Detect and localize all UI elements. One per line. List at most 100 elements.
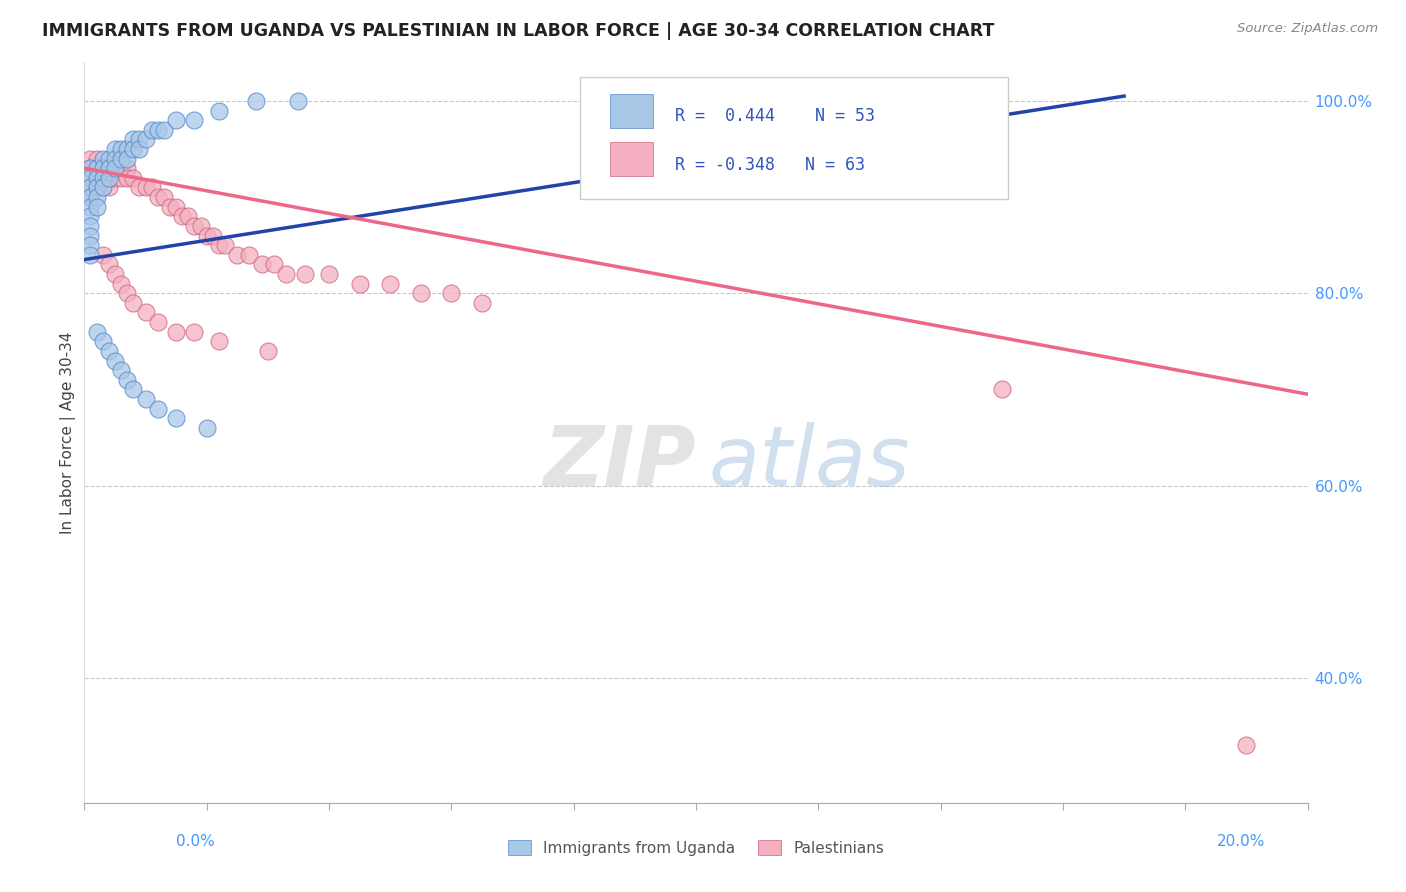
- Point: [165, 113, 187, 128]
- Text: ZIP: ZIP: [543, 422, 696, 503]
- Point: [122, 382, 145, 396]
- Bar: [610, 94, 654, 128]
- Point: [115, 170, 138, 185]
- Bar: [610, 142, 654, 176]
- Point: [115, 142, 138, 156]
- Point: [201, 228, 224, 243]
- Text: 0.0%: 0.0%: [176, 834, 215, 849]
- Point: [91, 248, 114, 262]
- Point: [135, 392, 157, 406]
- Point: [250, 257, 273, 271]
- Point: [177, 209, 200, 223]
- Point: [146, 315, 169, 329]
- Point: [91, 334, 114, 349]
- Point: [97, 152, 120, 166]
- Point: [86, 161, 108, 176]
- Point: [318, 267, 340, 281]
- Point: [141, 180, 163, 194]
- Point: [165, 200, 187, 214]
- Point: [146, 190, 169, 204]
- Point: [208, 103, 231, 118]
- Point: [104, 161, 127, 176]
- Point: [294, 267, 316, 281]
- Point: [104, 353, 127, 368]
- Point: [86, 170, 108, 185]
- Point: [380, 277, 402, 291]
- Point: [183, 113, 205, 128]
- Point: [440, 286, 463, 301]
- Point: [1236, 738, 1258, 752]
- Point: [110, 277, 132, 291]
- Point: [135, 180, 157, 194]
- Point: [79, 209, 101, 223]
- Point: [159, 200, 181, 214]
- Point: [122, 295, 145, 310]
- Point: [110, 363, 132, 377]
- Point: [86, 200, 108, 214]
- Point: [349, 277, 371, 291]
- Point: [91, 170, 114, 185]
- Point: [79, 238, 101, 252]
- Point: [79, 200, 101, 214]
- Point: [104, 267, 127, 281]
- Point: [115, 373, 138, 387]
- Point: [86, 152, 108, 166]
- Point: [208, 238, 231, 252]
- Point: [135, 132, 157, 146]
- Point: [97, 170, 120, 185]
- Point: [104, 142, 127, 156]
- Point: [195, 421, 218, 435]
- Point: [195, 228, 218, 243]
- Point: [276, 267, 298, 281]
- Point: [471, 295, 494, 310]
- Point: [115, 286, 138, 301]
- Point: [110, 142, 132, 156]
- Point: [122, 132, 145, 146]
- Point: [263, 257, 285, 271]
- Point: [141, 122, 163, 136]
- Point: [86, 325, 108, 339]
- Point: [146, 122, 169, 136]
- Point: [91, 161, 114, 176]
- Point: [183, 219, 205, 233]
- Point: [115, 161, 138, 176]
- Point: [287, 94, 309, 108]
- Point: [146, 401, 169, 416]
- Point: [110, 170, 132, 185]
- Point: [153, 122, 176, 136]
- Point: [86, 180, 108, 194]
- Point: [97, 170, 120, 185]
- Point: [165, 411, 187, 425]
- Point: [79, 170, 101, 185]
- FancyBboxPatch shape: [579, 78, 1008, 200]
- Point: [245, 94, 267, 108]
- Point: [86, 170, 108, 185]
- Point: [183, 325, 205, 339]
- Point: [104, 170, 127, 185]
- Point: [79, 180, 101, 194]
- Point: [97, 257, 120, 271]
- Point: [79, 219, 101, 233]
- Point: [79, 180, 101, 194]
- Point: [79, 248, 101, 262]
- Point: [128, 142, 150, 156]
- Point: [97, 343, 120, 358]
- Text: R =  0.444    N = 53: R = 0.444 N = 53: [675, 108, 875, 126]
- Point: [165, 325, 187, 339]
- Point: [79, 161, 101, 176]
- Point: [91, 152, 114, 166]
- Point: [110, 161, 132, 176]
- Point: [135, 305, 157, 319]
- Point: [122, 142, 145, 156]
- Point: [238, 248, 260, 262]
- Point: [91, 180, 114, 194]
- Point: [97, 161, 120, 176]
- Point: [172, 209, 194, 223]
- Text: Source: ZipAtlas.com: Source: ZipAtlas.com: [1237, 22, 1378, 36]
- Point: [104, 161, 127, 176]
- Point: [110, 152, 132, 166]
- Point: [115, 152, 138, 166]
- Text: IMMIGRANTS FROM UGANDA VS PALESTINIAN IN LABOR FORCE | AGE 30-34 CORRELATION CHA: IMMIGRANTS FROM UGANDA VS PALESTINIAN IN…: [42, 22, 994, 40]
- Point: [153, 190, 176, 204]
- Text: R = -0.348   N = 63: R = -0.348 N = 63: [675, 156, 865, 174]
